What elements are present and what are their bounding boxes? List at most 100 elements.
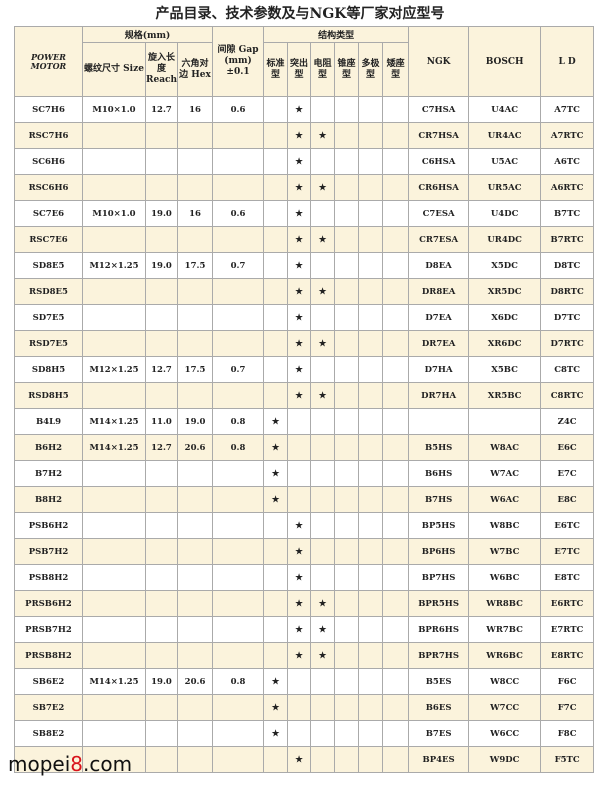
column-header: 锥座型	[334, 42, 360, 97]
table-cell	[310, 694, 336, 721]
table-cell	[82, 304, 146, 331]
table-row: PRSB8H2 ★ ★ BPR7HS WR6BC E8RTC	[14, 642, 595, 669]
table-cell	[145, 174, 178, 201]
table-cell: SD8E5	[14, 252, 83, 279]
table-row: SB8E2 ★ B7ES W6CC F8C	[14, 720, 595, 747]
table-cell: PRSB8H2	[14, 642, 83, 669]
table-cell	[382, 252, 410, 279]
table-cell: F5TC	[540, 746, 595, 773]
column-header: 多极型	[358, 42, 384, 97]
table-cell	[176, 720, 214, 747]
table-cell: 12.7	[145, 434, 178, 461]
table-cell: ★	[287, 590, 312, 617]
table-cell: ★	[287, 252, 312, 279]
table-cell	[334, 694, 360, 721]
table-cell: B7RTC	[540, 226, 595, 253]
table-cell: UR4AC	[468, 122, 542, 149]
table-cell	[382, 382, 410, 409]
table-cell: ★	[310, 226, 336, 253]
table-cell	[145, 512, 178, 539]
table-cell: F7C	[540, 694, 595, 721]
table-cell	[145, 564, 178, 591]
table-cell: PRSB7H2	[14, 616, 83, 643]
table-cell: ★	[287, 330, 312, 357]
table-cell: BP4ES	[408, 746, 470, 773]
watermark-text: mopei	[8, 752, 71, 776]
watermark-text: .com	[83, 752, 133, 776]
table-cell	[358, 122, 384, 149]
table-cell	[358, 720, 384, 747]
table-cell: D8TC	[540, 252, 595, 279]
table-cell	[310, 356, 336, 383]
table-cell: WR6BC	[468, 642, 542, 669]
table-cell	[212, 148, 265, 175]
table-cell	[382, 356, 410, 383]
table-cell	[382, 174, 410, 201]
table-cell: E8TC	[540, 564, 595, 591]
table-cell	[334, 200, 360, 227]
table-cell	[145, 330, 178, 357]
table-cell: ★	[287, 512, 312, 539]
table-cell	[263, 746, 289, 773]
table-cell: B6ES	[408, 694, 470, 721]
table-cell	[176, 642, 214, 669]
table-cell: U4AC	[468, 96, 542, 123]
table-cell: 19.0	[145, 668, 178, 695]
table-cell	[334, 122, 360, 149]
column-header: 标准型	[263, 42, 289, 97]
table-cell	[212, 278, 265, 305]
table-cell	[176, 590, 214, 617]
table-cell	[287, 720, 312, 747]
table-row: ★ BP4ES W9DC F5TC	[14, 746, 595, 773]
table-cell	[212, 460, 265, 487]
table-cell: C8RTC	[540, 382, 595, 409]
table-cell	[176, 304, 214, 331]
table-cell: W8CC	[468, 668, 542, 695]
table-cell	[263, 122, 289, 149]
table-cell	[358, 746, 384, 773]
table-cell	[176, 616, 214, 643]
table-cell: ★	[287, 538, 312, 565]
table-cell	[145, 590, 178, 617]
table-cell: E7TC	[540, 538, 595, 565]
table-cell	[263, 96, 289, 123]
table-row: PSB8H2 ★ BP7HS W6BC E8TC	[14, 564, 595, 591]
table-cell: ★	[287, 200, 312, 227]
table-cell	[382, 96, 410, 123]
table-cell: W8AC	[468, 434, 542, 461]
table-cell: ★	[310, 382, 336, 409]
table-cell	[145, 642, 178, 669]
table-cell	[382, 148, 410, 175]
table-cell	[334, 96, 360, 123]
table-cell	[82, 382, 146, 409]
table-cell: RSC6H6	[14, 174, 83, 201]
table-cell: F6C	[540, 668, 595, 695]
table-cell: ★	[287, 746, 312, 773]
table-cell	[334, 356, 360, 383]
table-row: SC7H6 M10×1.0 12.7 16 0.6 ★ C7HSA U4AC A7TC	[14, 96, 595, 123]
table-row: B8H2 ★ B7HS W6AC E8C	[14, 486, 595, 513]
table-cell: 0.8	[212, 668, 265, 695]
table-cell	[176, 330, 214, 357]
table-cell: C7ESA	[408, 200, 470, 227]
watermark-text: 8	[70, 752, 84, 776]
table-cell	[358, 96, 384, 123]
table-cell	[212, 538, 265, 565]
table-cell	[334, 252, 360, 279]
table-cell	[145, 486, 178, 513]
table-cell: ★	[287, 278, 312, 305]
table-cell: ★	[263, 460, 289, 487]
table-cell	[358, 304, 384, 331]
table-cell: DR8EA	[408, 278, 470, 305]
table-cell	[176, 486, 214, 513]
table-cell	[334, 668, 360, 695]
table-cell: XR5BC	[468, 382, 542, 409]
table-cell	[145, 460, 178, 487]
table-cell: W7BC	[468, 538, 542, 565]
table-cell	[145, 122, 178, 149]
table-cell: C6HSA	[408, 148, 470, 175]
table-cell: B7TC	[540, 200, 595, 227]
table-cell	[176, 278, 214, 305]
group-header: 结构类型	[263, 26, 410, 43]
table-row: SC7E6 M10×1.0 19.0 16 0.6 ★ C7ESA U4DC B7TC	[14, 200, 595, 227]
